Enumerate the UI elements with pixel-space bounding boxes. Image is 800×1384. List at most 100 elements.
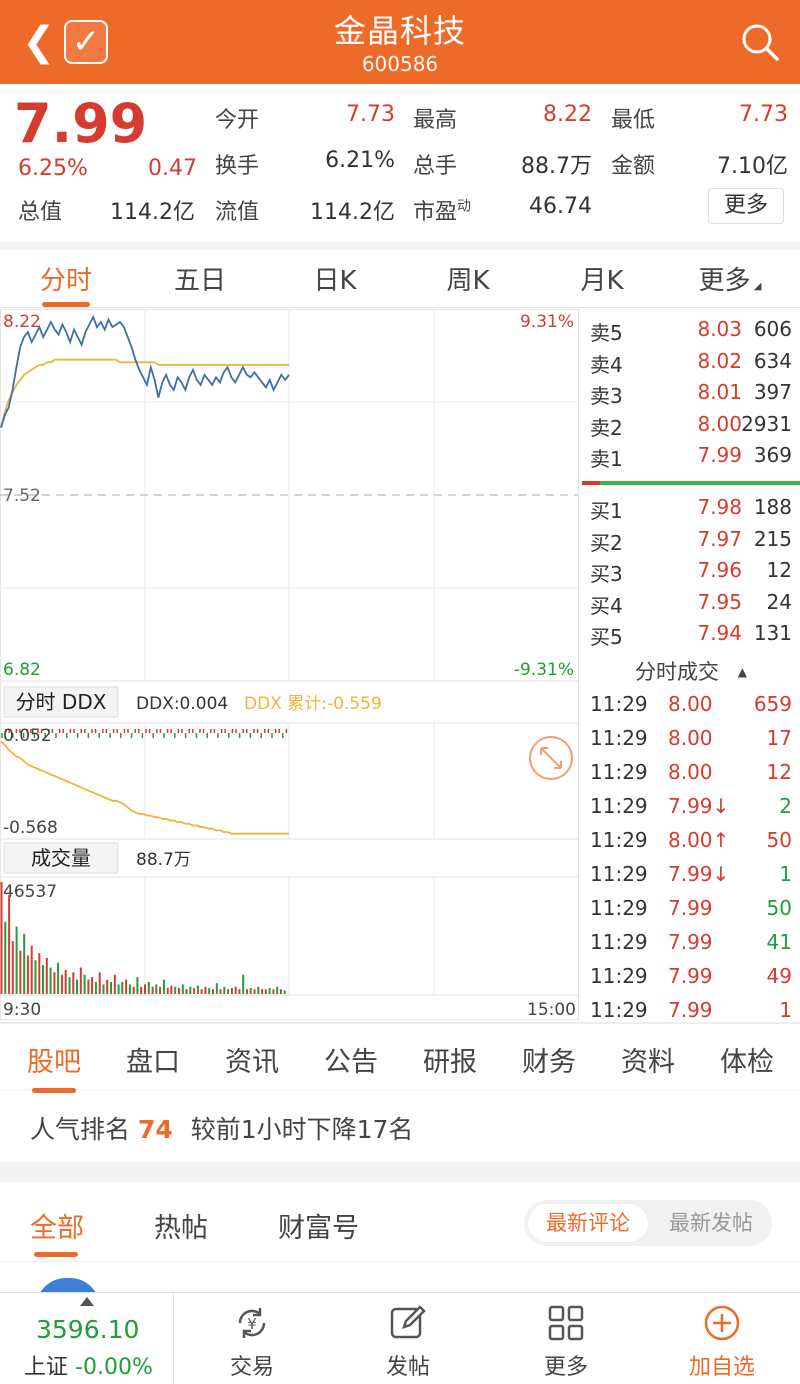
community-tab[interactable]: 公告	[301, 1040, 401, 1079]
feed-tab[interactable]: 热帖	[154, 1206, 208, 1245]
community-tab[interactable]: 盘口	[103, 1040, 203, 1079]
nav-add-watchlist[interactable]: 加自选	[644, 1293, 800, 1384]
ob-volume: 188	[753, 495, 792, 519]
tab-underline	[32, 1088, 76, 1093]
ob-volume: 369	[753, 443, 792, 467]
bid-row[interactable]: 买2 7.97 215	[582, 527, 800, 557]
nav-more[interactable]: 更多	[488, 1293, 644, 1384]
x-start-label: 9:30	[3, 1000, 41, 1020]
ddx-cum-line	[0, 740, 290, 835]
chart-tab[interactable]: 日K	[285, 260, 385, 297]
bid-row[interactable]: 买5 7.94 131	[582, 621, 800, 651]
nav-post[interactable]: 发帖	[330, 1293, 486, 1384]
stock-name: 金晶科技	[333, 12, 466, 50]
index-name-change: 上证 -0.00%	[24, 1349, 153, 1381]
feed-tab[interactable]: 全部	[30, 1206, 84, 1257]
chart-tab[interactable]: 月K	[552, 260, 652, 297]
community-tab-label: 体检	[720, 1047, 774, 1078]
tick-time: 11:29	[590, 964, 648, 988]
ask-row[interactable]: 卖5 8.03 606	[582, 317, 800, 347]
sort-latest-post[interactable]: 最新发帖	[669, 1211, 753, 1235]
avg-price-line	[0, 358, 289, 428]
ticks-header[interactable]: 分时成交 ▲	[582, 656, 800, 690]
plus-circle-icon	[704, 1305, 740, 1341]
ob-volume: 24	[766, 589, 792, 614]
y-bottom-label: 6.82	[3, 660, 41, 680]
ob-volume: 215	[753, 526, 792, 551]
rank-suffix: 较前1小时下降17名	[190, 1115, 414, 1144]
ask-row[interactable]: 卖2 8.00 2931	[582, 412, 800, 442]
ask-row[interactable]: 卖3 8.01 397	[582, 380, 800, 410]
tick-time: 11:29	[590, 726, 648, 750]
community-tab[interactable]: 研报	[400, 1040, 500, 1079]
chart-tab[interactable]: 更多 ◢	[680, 260, 780, 297]
feed-tab[interactable]: 财富号	[278, 1206, 359, 1245]
intraday-chart: 8.22 7.52 6.82 9.31% -9.31% 分时 DDX DDX:0.004 DD…	[0, 309, 579, 1020]
index-ticker[interactable]: 3596.10 上证 -0.00%	[0, 1293, 174, 1384]
tick-time: 11:29	[590, 930, 648, 954]
tab-underline	[42, 302, 90, 307]
community-tab[interactable]: 资讯	[202, 1040, 302, 1079]
search-icon[interactable]	[740, 22, 780, 62]
index-change: -0.00%	[75, 1355, 153, 1380]
tick-price: 8.00	[668, 726, 713, 750]
sort-latest-comment[interactable]: 最新评论	[527, 1203, 649, 1243]
ob-volume: 397	[753, 380, 792, 404]
index-value: 3596.10	[36, 1315, 140, 1344]
community-tab[interactable]: 资料	[598, 1040, 698, 1079]
more-button[interactable]: 更多	[708, 188, 784, 224]
nav-trade[interactable]: ¥ 交易	[174, 1293, 330, 1384]
bid-row[interactable]: 买4 7.95 24	[582, 590, 800, 620]
order-book: 卖5 8.03 606 卖4 8.02 634 卖3 8.01 397 卖2 8.00 2931 卖1 7…	[582, 309, 800, 649]
quote-field-value: 7.73	[346, 102, 395, 127]
chart-tabs: 分时 五日 日K 周K 月K 更多 ◢	[0, 250, 800, 308]
expand-chart-icon[interactable]	[529, 736, 573, 780]
favorite-check-icon[interactable]: ✓	[64, 20, 108, 64]
chart-tab-label: 日K	[313, 266, 357, 296]
ob-price: 8.01	[697, 380, 742, 404]
community-tab-label: 股吧	[27, 1047, 81, 1078]
community-tab[interactable]: 股吧	[4, 1040, 104, 1093]
ob-label: 买5	[590, 625, 623, 649]
ask-bid-ratio-bar-green	[600, 481, 800, 485]
chart-tab-label: 更多	[698, 266, 751, 296]
index-name: 上证	[24, 1355, 69, 1380]
pct-bottom-label: -9.31%	[514, 660, 574, 680]
tick-row: 11:29 7.99↓ 1	[582, 862, 800, 892]
ddx-tab[interactable]	[3, 686, 119, 718]
quote-field-label: 最高	[413, 108, 458, 133]
ob-price: 8.02	[697, 348, 742, 373]
ask-row[interactable]: 卖4 8.02 634	[582, 349, 800, 379]
expand-up-icon	[80, 1297, 94, 1306]
ob-volume: 2931	[741, 411, 792, 436]
chart-tab[interactable]: 周K	[418, 260, 518, 297]
ask-row[interactable]: 卖1 7.99 369	[582, 443, 800, 473]
sort-toggle[interactable]: 最新评论 最新发帖	[524, 1200, 772, 1246]
ticks-title: 分时成交	[635, 660, 720, 684]
nav-more-label: 更多	[543, 1355, 588, 1380]
feed-tab-label: 财富号	[278, 1213, 359, 1244]
tick-time: 11:29	[590, 692, 648, 716]
ob-price: 8.00	[697, 411, 742, 436]
change-percent: 6.25%	[18, 156, 88, 181]
tick-price: 8.00↑	[668, 828, 730, 852]
tick-price: 7.99	[668, 896, 713, 920]
bid-row[interactable]: 买1 7.98 188	[582, 495, 800, 525]
tick-row: 11:29 8.00↑ 50	[582, 828, 800, 858]
quote-field-value: 114.2亿	[310, 200, 395, 225]
tick-time: 11:29	[590, 998, 648, 1022]
tick-volume: 1	[779, 862, 792, 886]
ob-label: 买2	[590, 530, 623, 555]
back-icon[interactable]: ❮	[22, 19, 56, 65]
bid-row[interactable]: 买3 7.96 12	[582, 558, 800, 588]
community-tab[interactable]: 财务	[499, 1040, 599, 1079]
ob-price: 8.03	[697, 317, 742, 341]
chart-tab-label: 周K	[446, 266, 490, 296]
volume-tab[interactable]	[3, 842, 119, 874]
tick-volume: 1	[779, 998, 792, 1022]
community-tab[interactable]: 体检	[697, 1040, 797, 1079]
chart-tab[interactable]: 分时	[16, 260, 116, 307]
top-bar: ❮ ✓ 金晶科技 600586	[0, 0, 800, 84]
pct-top-label: 9.31%	[520, 312, 574, 332]
chart-tab[interactable]: 五日	[150, 260, 250, 297]
